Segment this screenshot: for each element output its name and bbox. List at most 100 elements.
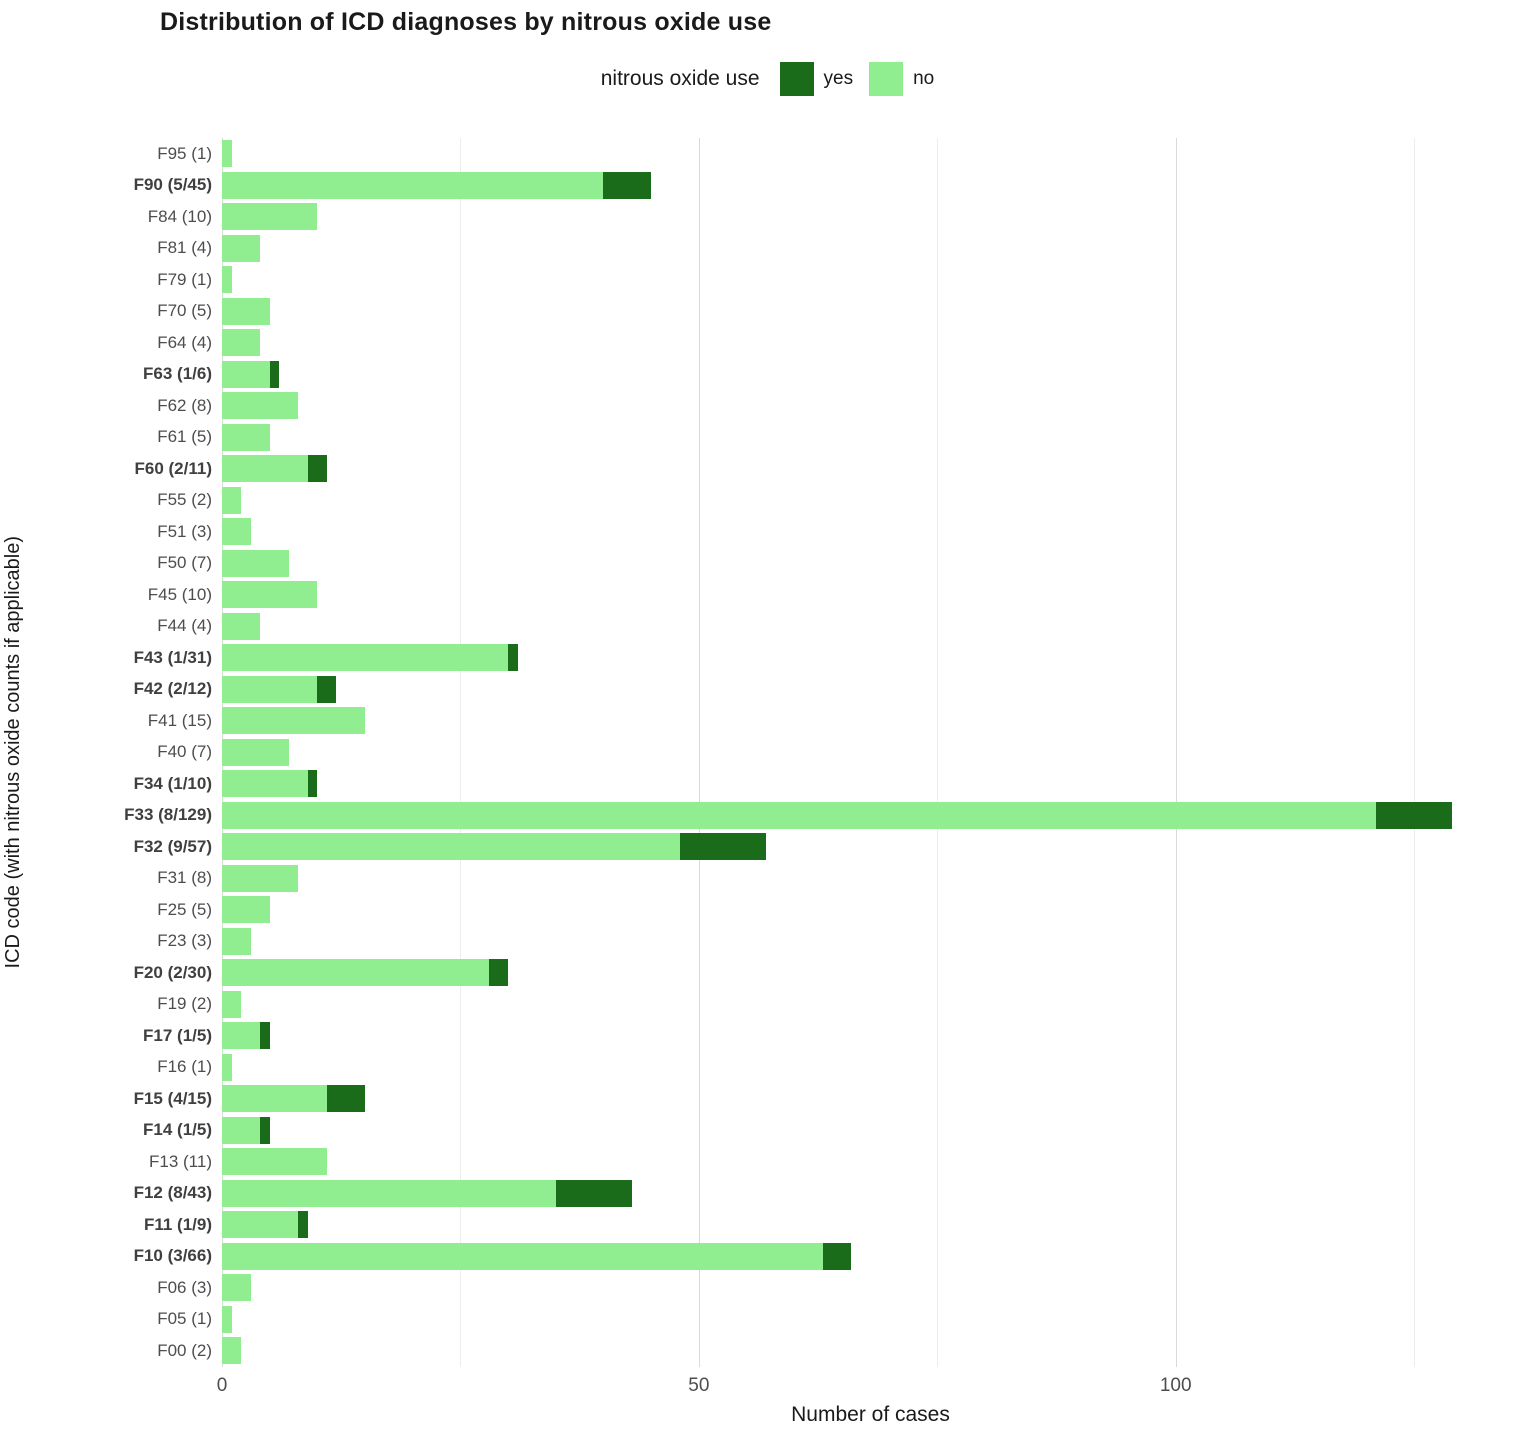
bar-segment-no — [222, 1274, 251, 1302]
row-label: F84 (10) — [147, 206, 212, 226]
row-label: F33 (8/129) — [124, 805, 212, 825]
row-label: F15 (4/15) — [133, 1088, 212, 1108]
bar-segment-yes — [269, 360, 280, 388]
bar-segment-no — [222, 140, 232, 168]
row-label: F42 (2/12) — [133, 679, 212, 699]
bar-segment-no — [222, 1242, 823, 1270]
bar-track — [222, 234, 1519, 262]
bar-track — [222, 171, 1519, 199]
bar-segment-no — [222, 801, 1376, 829]
x-axis-title: Number of cases — [791, 1402, 950, 1426]
row-label: F61 (5) — [157, 427, 212, 447]
table-row: F51 (3) — [0, 516, 1535, 548]
bar-segment-no — [222, 171, 604, 199]
bar-track — [222, 423, 1519, 451]
bar-track — [222, 1085, 1519, 1113]
table-row: F12 (8/43) — [0, 1178, 1535, 1210]
table-row: F32 (9/57) — [0, 831, 1535, 863]
x-tick-label: 0 — [216, 1374, 228, 1396]
table-row: F40 (7) — [0, 737, 1535, 769]
bar-track — [222, 801, 1519, 829]
bar-segment-no — [222, 455, 308, 483]
row-label: F41 (15) — [147, 710, 212, 730]
row-label: F90 (5/45) — [133, 175, 212, 195]
table-row: F60 (2/11) — [0, 453, 1535, 485]
bar-track — [222, 1305, 1519, 1333]
row-label: F14 (1/5) — [143, 1120, 212, 1140]
bar-segment-yes — [489, 959, 509, 987]
bar-track — [222, 770, 1519, 798]
bar-segment-no — [222, 581, 318, 609]
bar-track — [222, 1179, 1519, 1207]
bar-track — [222, 1022, 1519, 1050]
table-row: F50 (7) — [0, 548, 1535, 580]
bar-segment-no — [222, 738, 289, 766]
row-label: F13 (11) — [149, 1151, 212, 1171]
row-label: F79 (1) — [157, 269, 212, 289]
bar-segment-yes — [260, 1022, 270, 1050]
row-label: F32 (9/57) — [133, 836, 212, 856]
bar-segment-no — [222, 518, 251, 546]
bar-track — [222, 675, 1519, 703]
bar-track — [222, 927, 1519, 955]
row-label: F06 (3) — [157, 1277, 212, 1297]
table-row: F00 (2) — [0, 1335, 1535, 1367]
row-label: F12 (8/43) — [133, 1183, 212, 1203]
bar-segment-no — [222, 266, 232, 294]
row-label: F11 (1/9) — [143, 1214, 212, 1234]
gridline-minor — [937, 138, 939, 1367]
bar-track — [222, 1116, 1519, 1144]
row-label: F25 (5) — [157, 899, 212, 919]
gridline-major — [698, 138, 700, 1367]
table-row: F44 (4) — [0, 611, 1535, 643]
bar-segment-no — [222, 392, 299, 420]
table-row: F23 (3) — [0, 926, 1535, 958]
table-row: F61 (5) — [0, 422, 1535, 454]
table-row: F11 (1/9) — [0, 1209, 1535, 1241]
bar-track — [222, 1242, 1519, 1270]
table-row: F34 (1/10) — [0, 768, 1535, 800]
table-row: F16 (1) — [0, 1052, 1535, 1084]
bar-segment-no — [222, 1116, 261, 1144]
table-row: F64 (4) — [0, 327, 1535, 359]
table-row: F41 (15) — [0, 705, 1535, 737]
table-row: F17 (1/5) — [0, 1020, 1535, 1052]
bar-segment-no — [222, 707, 366, 735]
gridline-minor — [460, 138, 462, 1367]
bar-segment-no — [222, 1211, 299, 1239]
row-label: F23 (3) — [157, 931, 212, 951]
table-row: F43 (1/31) — [0, 642, 1535, 674]
row-label: F43 (1/31) — [133, 647, 212, 667]
bar-segment-no — [222, 612, 261, 640]
bar-track — [222, 486, 1519, 514]
table-row: F15 (4/15) — [0, 1083, 1535, 1115]
row-label: F50 (7) — [157, 553, 212, 573]
table-row: F25 (5) — [0, 894, 1535, 926]
bar-segment-no — [222, 1053, 232, 1081]
x-tick-label: 100 — [1159, 1374, 1192, 1396]
bar-track — [222, 896, 1519, 924]
bar-track — [222, 203, 1519, 231]
legend-label-yes: yes — [823, 68, 854, 89]
table-row: F62 (8) — [0, 390, 1535, 422]
chart-area: ICD code (with nitrous oxide counts if a… — [0, 138, 1535, 1427]
table-row: F05 (1) — [0, 1304, 1535, 1336]
bar-segment-no — [222, 234, 261, 262]
table-row: F33 (8/129) — [0, 800, 1535, 832]
bar-segment-yes — [679, 833, 766, 861]
table-row: F06 (3) — [0, 1272, 1535, 1304]
chart-title: Distribution of ICD diagnoses by nitrous… — [160, 8, 772, 36]
bar-track — [222, 1337, 1519, 1365]
row-label: F34 (1/10) — [133, 773, 212, 793]
row-label: F62 (8) — [157, 395, 212, 415]
bar-segment-no — [222, 549, 289, 577]
bar-segment-no — [222, 675, 318, 703]
bar-track — [222, 581, 1519, 609]
legend-item-no: no — [869, 62, 934, 96]
bar-segment-yes — [317, 675, 337, 703]
bar-track — [222, 329, 1519, 357]
legend-item-yes: yes — [779, 62, 854, 96]
gridline-major — [1175, 138, 1177, 1367]
table-row: F90 (5/45) — [0, 170, 1535, 202]
